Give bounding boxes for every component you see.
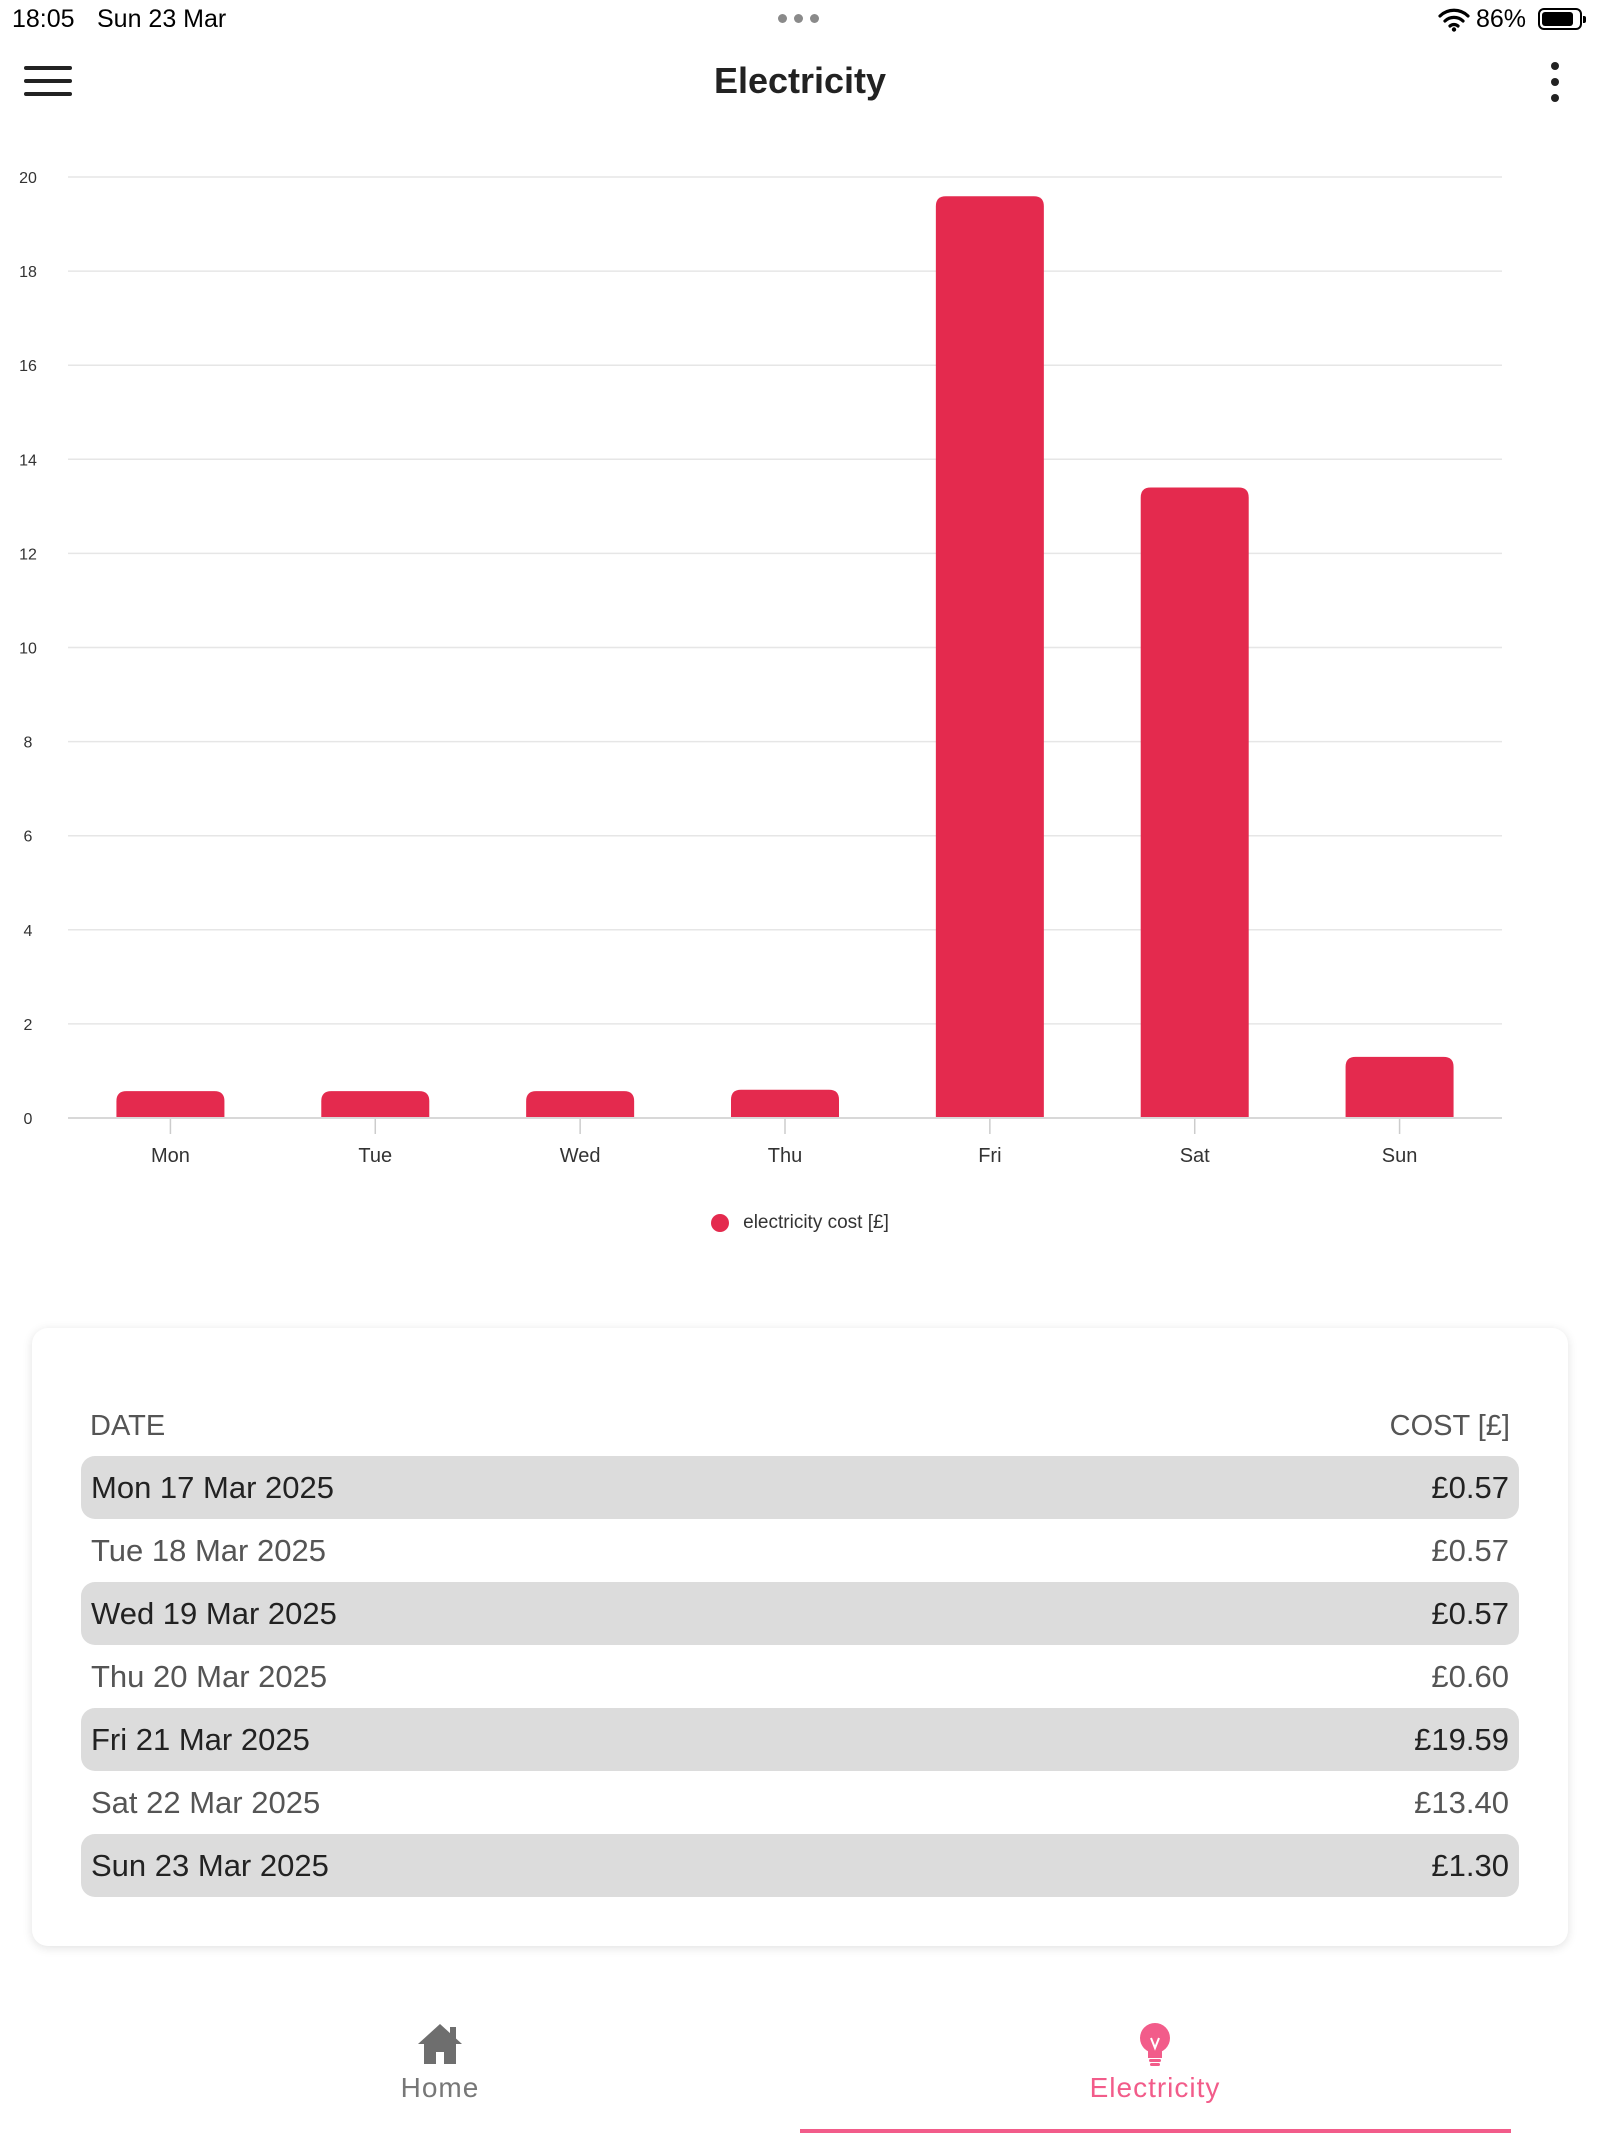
bar-sat[interactable]: [1140, 487, 1249, 1118]
tab-electricity[interactable]: Electricity: [755, 2000, 1555, 2133]
y-tick-label: 16: [19, 358, 37, 375]
row-cost: £0.57: [1431, 1470, 1509, 1505]
table-row: Mon 17 Mar 2025 £0.57: [81, 1456, 1519, 1519]
electricity-cost-bar-chart: 0 2 4 6 8 10 12 14 16 18 20 Mon Tue Wed Thu Fri Sat Sun: [0, 150, 1600, 1250]
battery-icon: [1538, 8, 1586, 30]
row-cost: £13.40: [1414, 1785, 1509, 1820]
lightbulb-icon: [1140, 2023, 1170, 2066]
x-tick-label: Sun: [1382, 1145, 1418, 1167]
cost-table-card: DATE COST [£] Mon 17 Mar 2025 £0.57 Tue 1…: [32, 1328, 1568, 1946]
legend-swatch: [711, 1214, 730, 1232]
app-header: Electricity: [0, 44, 1600, 124]
wifi-icon: [1438, 8, 1470, 32]
bar-tue[interactable]: [321, 1091, 430, 1118]
table-row: Fri 21 Mar 2025 £19.59: [81, 1708, 1519, 1771]
table-row: Wed 19 Mar 2025 £0.57: [81, 1582, 1519, 1645]
hamburger-menu-icon[interactable]: [24, 66, 72, 102]
tab-home-label: Home: [400, 2072, 480, 2103]
active-tab-indicator: [800, 2129, 1511, 2133]
bar-thu[interactable]: [731, 1089, 839, 1118]
bar-sun[interactable]: [1345, 1056, 1454, 1118]
page-title: Electricity: [713, 60, 887, 101]
table-row: Tue 18 Mar 2025 £0.57: [81, 1519, 1519, 1582]
more-options-icon[interactable]: [1540, 62, 1570, 110]
multitasking-dots-icon[interactable]: [778, 14, 819, 23]
row-cost: £0.57: [1431, 1596, 1509, 1631]
row-cost: £19.59: [1414, 1722, 1509, 1757]
y-tick-label: 10: [19, 641, 37, 658]
bar-mon[interactable]: [116, 1091, 225, 1118]
bottom-tab-bar: Home Electricity: [0, 2000, 1600, 2133]
x-tick-label: Tue: [358, 1145, 392, 1167]
table-body: Mon 17 Mar 2025 £0.57 Tue 18 Mar 2025 £0.5…: [81, 1456, 1519, 1897]
x-tick-label: Sat: [1180, 1145, 1210, 1167]
status-bar: 18:05 Sun 23 Mar 86%: [0, 0, 1600, 40]
status-date: Sun 23 Mar: [97, 5, 227, 33]
y-tick-label: 18: [19, 264, 37, 281]
table-row: Sat 22 Mar 2025 £13.40: [81, 1771, 1519, 1834]
y-tick-label: 2: [24, 1017, 33, 1034]
y-tick-label: 14: [19, 452, 37, 469]
status-time: 18:05: [12, 5, 75, 33]
x-tick-label: Mon: [151, 1145, 190, 1167]
bar-fri[interactable]: [935, 196, 1044, 1118]
table-row: Thu 20 Mar 2025 £0.60: [81, 1645, 1519, 1708]
row-date: Mon 17 Mar 2025: [91, 1470, 334, 1505]
y-tick-label: 0: [24, 1111, 33, 1128]
table-row: Sun 23 Mar 2025 £1.30: [81, 1834, 1519, 1897]
table-header: DATE COST [£]: [90, 1410, 1510, 1450]
row-date: Sat 22 Mar 2025: [91, 1785, 321, 1820]
chart-legend[interactable]: electricity cost [£]: [0, 1212, 1600, 1242]
row-date: Fri 21 Mar 2025: [91, 1722, 310, 1757]
x-tick-label: Thu: [768, 1145, 802, 1167]
row-date: Wed 19 Mar 2025: [91, 1596, 337, 1631]
y-tick-label: 6: [24, 829, 33, 846]
row-date: Tue 18 Mar 2025: [91, 1533, 326, 1568]
chart-canvas: 0 2 4 6 8 10 12 14 16 18 20 Mon Tue Wed Thu Fri Sat Sun: [19, 170, 1502, 1167]
x-tick-label: Wed: [560, 1145, 601, 1167]
row-cost: £0.60: [1431, 1659, 1509, 1694]
row-cost: £0.57: [1431, 1533, 1509, 1568]
legend-label: electricity cost [£]: [743, 1212, 889, 1233]
y-tick-label: 4: [24, 923, 33, 940]
y-tick-label: 8: [24, 735, 33, 752]
y-tick-label: 20: [19, 170, 37, 187]
home-icon: [418, 2024, 462, 2064]
y-tick-label: 12: [19, 546, 37, 563]
battery-percentage: 86%: [1476, 5, 1527, 33]
column-header-cost: COST [£]: [1389, 1410, 1510, 1442]
column-header-date: DATE: [90, 1410, 166, 1442]
tab-home[interactable]: Home: [40, 2000, 840, 2133]
tab-electricity-label: Electricity: [1089, 2072, 1221, 2103]
bar-wed[interactable]: [526, 1091, 635, 1118]
row-date: Sun 23 Mar 2025: [91, 1848, 329, 1883]
row-cost: £1.30: [1431, 1848, 1509, 1883]
row-date: Thu 20 Mar 2025: [91, 1659, 328, 1694]
x-tick-label: Fri: [978, 1145, 1001, 1167]
